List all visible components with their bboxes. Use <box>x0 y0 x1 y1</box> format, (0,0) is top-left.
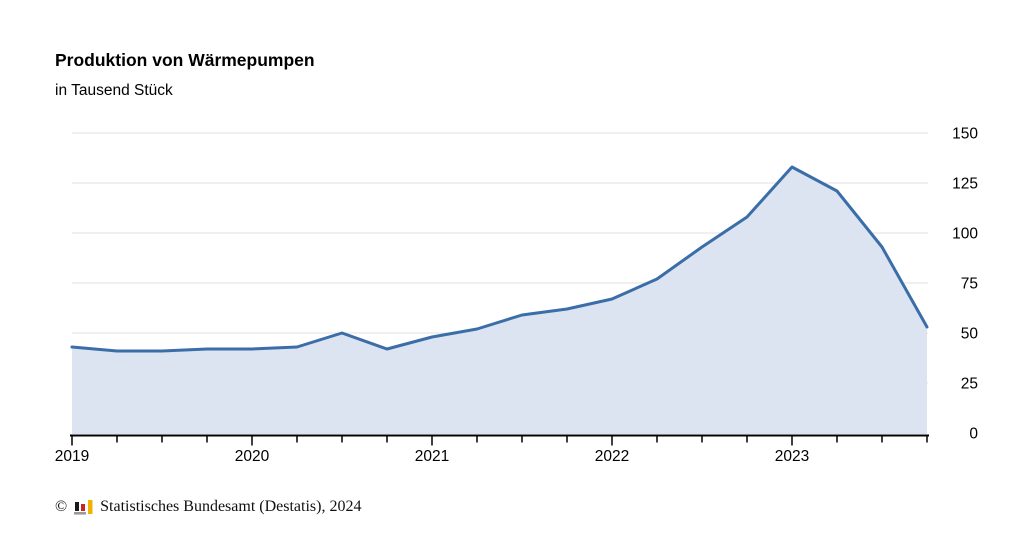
chart-unit-subtitle: in Tausend Stück <box>55 82 173 99</box>
source-note: © Statistisches Bundesamt (Destatis), 20… <box>55 498 361 516</box>
copyright-symbol: © <box>55 498 68 515</box>
x-tick-label: 2020 <box>235 448 270 465</box>
y-tick-label: 0 <box>969 426 978 443</box>
y-tick-label: 25 <box>961 376 978 393</box>
x-tick-label: 2021 <box>415 448 449 465</box>
source-text: Statistisches Bundesamt (Destatis), 2024 <box>100 498 362 515</box>
data-line <box>70 165 929 353</box>
chart-title: Produktion von Wärmepumpen <box>55 50 315 70</box>
y-tick-label: 150 <box>952 126 978 143</box>
area-fill <box>72 167 927 434</box>
x-tick-label: 2019 <box>55 448 89 465</box>
y-tick-label: 75 <box>961 276 978 293</box>
destatis-bar-chart-icon <box>74 499 93 515</box>
x-tick-label: 2022 <box>595 448 629 465</box>
y-tick-label: 100 <box>952 226 978 243</box>
x-tick-label: 2023 <box>775 448 809 465</box>
y-tick-label: 125 <box>952 176 978 193</box>
y-tick-label: 50 <box>961 326 979 343</box>
